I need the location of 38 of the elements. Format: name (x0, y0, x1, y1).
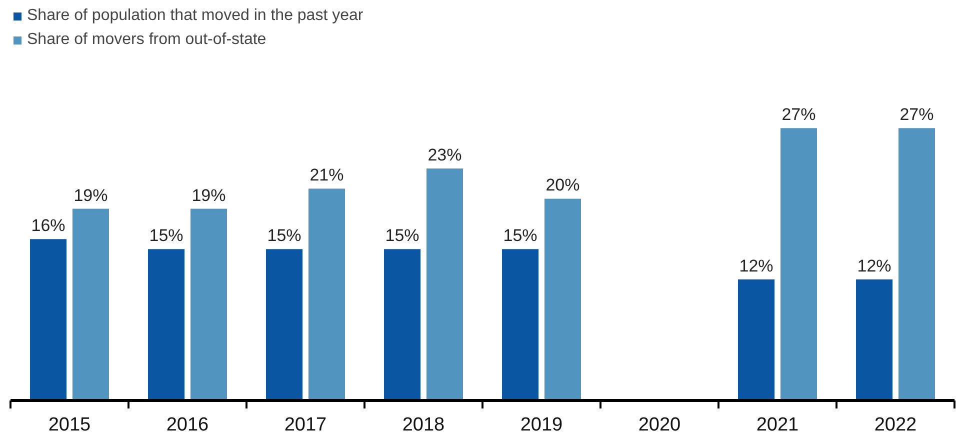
x-tick-label: 2016 (166, 414, 209, 433)
data-label: 19% (192, 186, 226, 205)
data-label: 15% (503, 226, 538, 246)
data-label: 12% (857, 256, 892, 276)
x-tick-label: 2017 (284, 414, 327, 433)
data-label: 19% (74, 186, 108, 205)
bar (898, 128, 936, 400)
data-label: 15% (267, 226, 302, 246)
data-label: 15% (385, 226, 420, 246)
bar (544, 198, 582, 400)
legend-label: Share of movers from out-of-state (27, 31, 266, 49)
data-label: 27% (900, 105, 934, 124)
legend-label: Share of population that moved in the past year (27, 7, 364, 25)
bar (72, 208, 110, 400)
bar (426, 168, 464, 400)
data-label: 21% (310, 166, 344, 185)
data-label: 15% (149, 226, 184, 246)
bar (856, 279, 893, 400)
x-tick-label: 2015 (48, 414, 91, 433)
bar (308, 188, 346, 400)
bar (780, 128, 818, 400)
bar (384, 249, 421, 400)
x-tick-label: 2019 (520, 414, 563, 433)
bar (738, 279, 775, 400)
data-label: 23% (428, 145, 462, 164)
data-label: 27% (782, 105, 816, 124)
x-tick-label: 2021 (756, 414, 799, 433)
data-label: 12% (739, 256, 774, 276)
bar (148, 249, 185, 400)
data-label: 20% (546, 176, 580, 195)
x-tick-label: 2022 (874, 414, 917, 433)
bar (190, 208, 228, 400)
x-tick-label: 2018 (402, 414, 445, 433)
bar (30, 239, 67, 400)
bar (502, 249, 539, 400)
data-label: 16% (31, 216, 66, 236)
bar (266, 249, 303, 400)
x-tick-label: 2020 (638, 414, 681, 433)
